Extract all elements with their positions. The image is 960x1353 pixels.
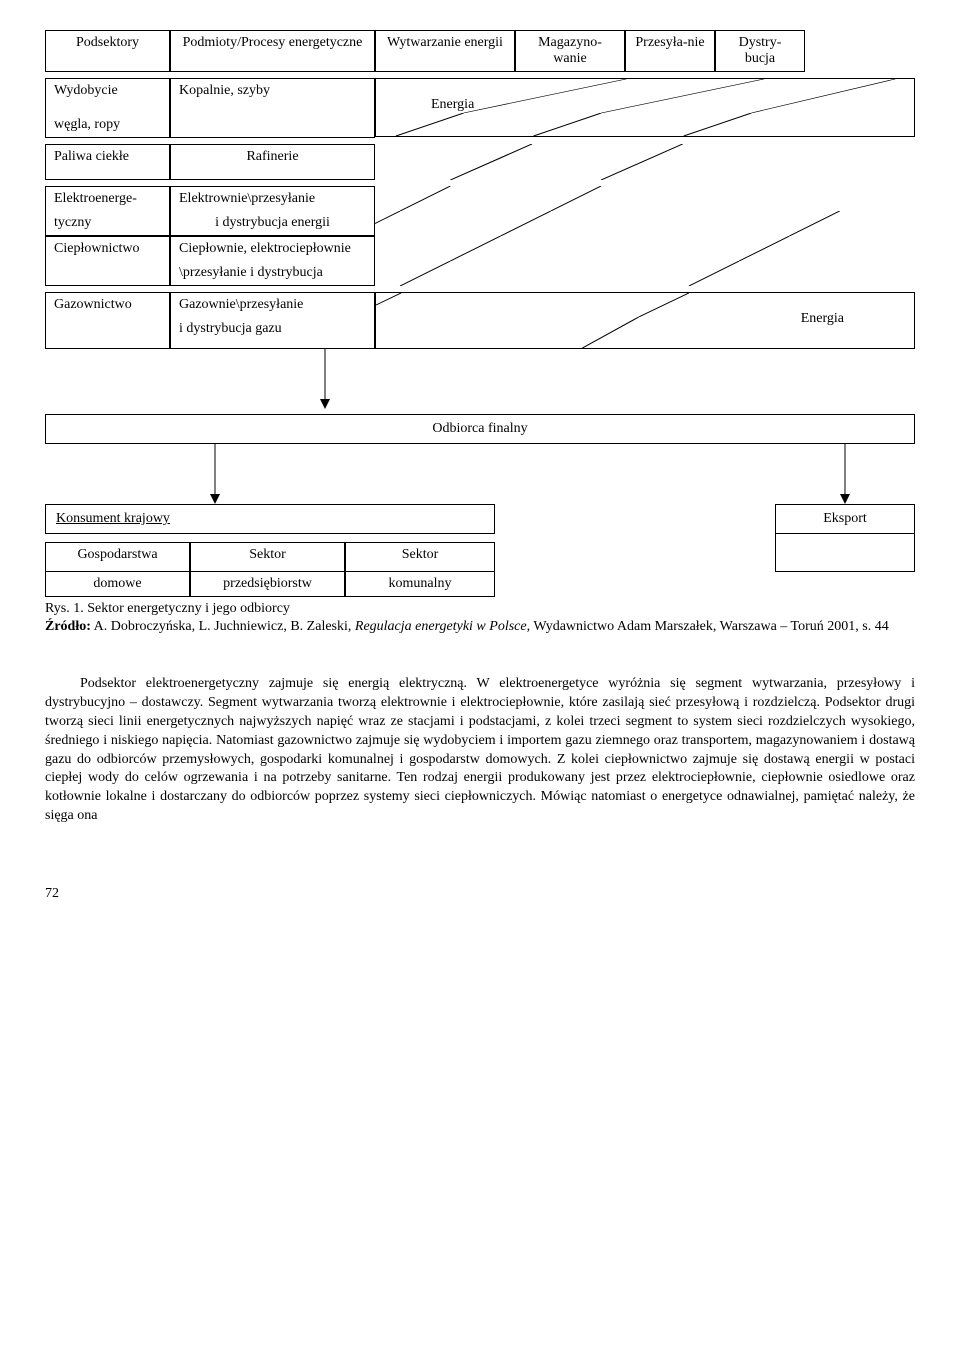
hdr-podmioty: Podmioty/Procesy energetyczne [170,30,375,72]
row-wydobycie: Wydobycie Kopalnie, szyby Energia [45,78,915,113]
source-tail: , Wydawnictwo Adam Marszałek, Warszawa –… [527,619,889,634]
sector-body-row: domowe przedsiębiorstw komunalny [45,572,915,597]
cell-elektrownie: Elektrownie\przesyłanie [170,186,375,211]
row-cieplo: Ciepłownictwo Ciepłownie, elektrociepłow… [45,236,915,261]
hdr-dystry: Dystry-bucja [715,30,805,72]
body-paragraph: Podsektor elektroenergetyczny zajmuje si… [45,675,915,826]
hdr-przesyla: Przesyła-nie [625,30,715,72]
arrow-down-left [205,444,225,504]
eksport-lower [775,520,915,572]
sc-domowe: domowe [45,572,190,597]
row-cieplo-2: \przesyłanie i dystrybucja [45,261,915,286]
cell-kopalnie-2 [170,113,375,138]
figure-source: Źródło: A. Dobroczyńska, L. Juchniewicz,… [45,619,915,635]
sc-sektor2: Sektor [345,542,495,572]
page-number: 72 [45,886,915,902]
row-elektro-2: tyczny i dystrybucja energii [45,211,915,236]
sc-komunalny: komunalny [345,572,495,597]
source-italic: Regulacja energetyki w Polsce [355,619,527,634]
row-elektro: Elektroenerge- Elektrownie\przesyłanie [45,186,915,211]
cell-dystrybucja-energii: i dystrybucja energii [170,211,375,236]
arrow-down-center [315,349,335,409]
header-row: Podsektory Podmioty/Procesy energetyczne… [45,30,915,72]
konsument-box: Konsument krajowy [45,504,495,534]
cell-paliwa: Paliwa ciekłe [45,144,170,180]
figure-caption: Rys. 1. Sektor energetyczny i jego odbio… [45,601,915,617]
odbiorca-box: Odbiorca finalny [45,414,915,444]
hdr-magazyno: Magazyno-wanie [515,30,625,72]
cell-wydobycie: Wydobycie [45,78,170,113]
cell-gaz-blank [45,317,170,349]
source-text: A. Dobroczyńska, L. Juchniewicz, B. Zale… [91,619,355,634]
cell-dystrybucja-gazu: i dystrybucja gazu [170,317,375,349]
cell-energia-bottom: Energia [801,311,844,327]
sc-sektor1: Sektor [190,542,345,572]
cell-wegla: węgla, ropy [45,113,170,138]
cell-elektroenerge: Elektroenerge- [45,186,170,211]
cell-cieplownictwo: Ciepłownictwo [45,236,170,261]
cell-przesylanie-dystr: \przesyłanie i dystrybucja [170,261,375,286]
cell-kopalnie: Kopalnie, szyby [170,78,375,113]
row-wydobycie-2: węgla, ropy [45,113,915,138]
diagram-container: Podsektory Podmioty/Procesy energetyczne… [45,30,915,597]
arrow-down-right [835,444,855,504]
sector-head-row: Gospodarstwa Sektor Sektor [45,542,915,572]
cell-cieplownie: Ciepłownie, elektrociepłownie [170,236,375,261]
sc-gosp: Gospodarstwa [45,542,190,572]
cell-cieplo-blank [45,261,170,286]
cell-tyczny: tyczny [45,211,170,236]
sc-przeds: przedsiębiorstw [190,572,345,597]
odbiorca-label: Odbiorca finalny [432,421,527,436]
konsument-label: Konsument krajowy [56,511,170,526]
row-gaz-2: i dystrybucja gazu Energia [45,317,915,349]
hdr-wytwarzanie: Wytwarzanie energii [375,30,515,72]
cell-gazownie: Gazownie\przesyłanie [170,292,375,317]
cell-gazownictwo: Gazownictwo [45,292,170,317]
row-gaz: Gazownictwo Gazownie\przesyłanie [45,292,915,317]
source-label: Źródło: [45,619,91,634]
cell-rafinerie: Rafinerie [170,144,375,180]
hdr-podsektory: Podsektory [45,30,170,72]
row-paliwa: Paliwa ciekłe Rafinerie [45,144,915,180]
